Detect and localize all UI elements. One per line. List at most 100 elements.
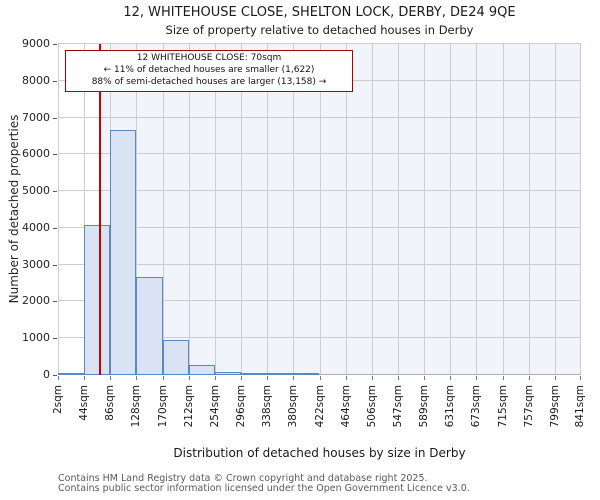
x-tick-label: 715sqm [497,385,509,428]
v-gridline [189,44,190,375]
x-tick-mark [189,376,190,380]
x-tick-label: 86sqm [104,385,116,421]
v-gridline [372,44,373,375]
h-gridline [58,116,581,118]
v-gridline [555,44,556,375]
x-tick-label: 44sqm [78,385,90,421]
x-tick-label: 380sqm [287,385,299,428]
y-tick-label: 6000 [22,147,50,161]
v-gridline [503,44,504,375]
annotation-line-3: 88% of semi-detached houses are larger (… [91,77,327,88]
x-tick-label: 631sqm [444,385,456,428]
v-gridline [293,44,294,375]
h-gridline [58,43,581,44]
y-tick-label: 0 [43,368,50,381]
h-gridline [58,263,581,265]
v-gridline [450,44,451,375]
x-tick-label: 757sqm [523,385,535,428]
v-gridline [529,44,530,375]
annotation-box: 12 WHITEHOUSE CLOSE: 70sqm ← 11% of deta… [65,50,353,92]
footer-attribution-2: Contains public sector information licen… [58,483,470,494]
v-gridline [580,44,581,375]
highlight-region [100,44,581,375]
y-tick-mark [53,191,57,193]
x-tick-mark [555,376,556,380]
x-axis-title: Distribution of detached houses by size … [173,446,466,460]
chart-title: 12, WHITEHOUSE CLOSE, SHELTON LOCK, DERB… [123,5,516,20]
histogram-bar [267,373,294,375]
histogram-bar [110,130,137,375]
histogram-bar [84,224,111,375]
x-tick-label: 2sqm [52,385,64,415]
y-axis-label: Number of detached properties [7,114,21,304]
x-tick-mark [424,376,425,380]
histogram-bar [241,373,268,375]
plot-area [58,43,581,375]
histogram-bar [188,364,215,375]
x-tick-mark [346,376,347,380]
x-tick-label: 338sqm [261,385,273,428]
h-gridline [58,300,581,302]
y-tick-mark [53,44,57,45]
histogram-bar [162,340,189,375]
property-marker-line [99,44,102,375]
y-tick-mark [53,338,57,340]
chart-subtitle: Size of property relative to detached ho… [165,23,474,37]
x-tick-label: 464sqm [340,385,352,428]
x-tick-mark [293,376,294,380]
v-gridline [267,44,268,375]
y-tick-label: 5000 [22,184,50,198]
v-gridline [398,44,399,375]
x-tick-label: 547sqm [392,385,404,428]
y-tick-mark [53,264,57,266]
y-tick-label: 1000 [22,331,50,345]
y-tick-label: 4000 [22,220,50,234]
y-tick-label: 8000 [22,73,50,87]
x-tick-mark [58,376,59,380]
y-tick-label: 3000 [22,257,50,271]
v-gridline [136,44,137,375]
annotation-line-1: 12 WHITEHOUSE CLOSE: 70sqm [136,53,282,63]
x-tick-label: 799sqm [549,385,561,428]
x-tick-label: 296sqm [235,385,247,428]
v-gridline [84,44,85,375]
footer-attribution-1: Contains HM Land Registry data © Crown c… [58,473,428,484]
y-tick-mark [53,117,57,119]
h-gridline [58,190,581,192]
annotation-line-2: ← 11% of detached houses are smaller (1,… [103,65,315,76]
x-tick-mark [163,376,164,380]
x-tick-label: 589sqm [418,385,430,428]
x-tick-mark [136,376,137,380]
y-tick-label: 2000 [22,294,50,308]
v-gridline [476,44,477,375]
h-gridline [58,337,581,339]
v-gridline [424,44,425,375]
x-tick-mark [372,376,373,380]
x-tick-label: 506sqm [366,385,378,428]
x-tick-mark [398,376,399,380]
v-gridline [320,44,321,375]
v-gridline [163,44,164,375]
x-tick-label: 212sqm [183,385,195,428]
y-tick-mark [53,154,57,156]
v-gridline [241,44,242,375]
x-tick-label: 841sqm [574,385,586,428]
histogram-bar [293,373,320,375]
x-tick-mark [529,376,530,380]
x-tick-label: 128sqm [130,385,142,428]
x-tick-mark [215,376,216,380]
x-tick-mark [267,376,268,380]
x-tick-mark [580,376,581,380]
y-tick-mark [53,80,57,82]
y-tick-mark [53,375,57,376]
x-axis-line [58,374,581,375]
y-tick-mark [53,301,57,303]
y-tick-label: 7000 [22,110,50,124]
histogram-bar [136,276,163,375]
x-tick-label: 254sqm [209,385,221,428]
v-gridline [58,44,59,375]
h-gridline [58,226,581,228]
x-tick-label: 673sqm [470,385,482,428]
x-tick-mark [476,376,477,380]
